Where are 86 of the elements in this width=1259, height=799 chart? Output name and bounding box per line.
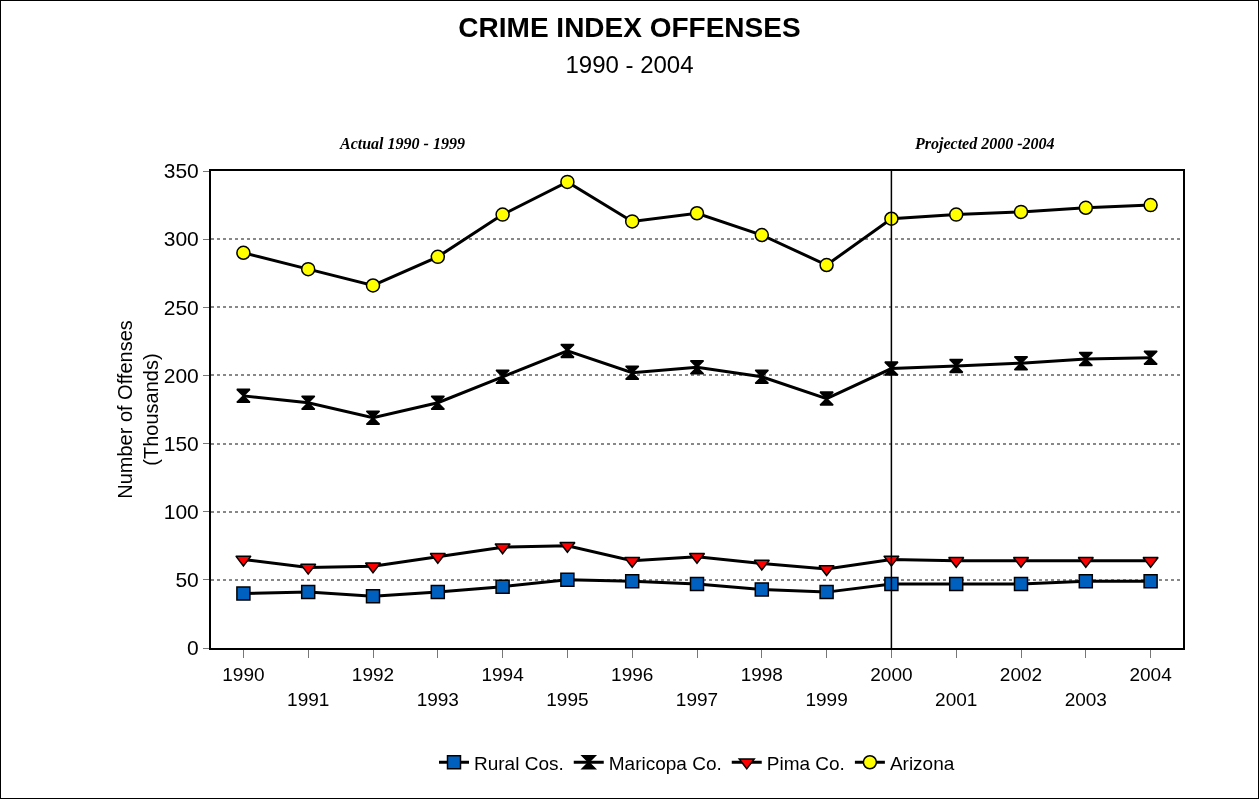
point [948, 207, 964, 222]
point [560, 343, 575, 359]
point [884, 361, 899, 376]
point [300, 261, 316, 277]
point [560, 174, 575, 190]
point [1013, 576, 1029, 592]
y-tick-label: 100 [163, 500, 199, 524]
x-tick-label: 1995 [546, 688, 589, 710]
y-tick-label: 200 [163, 363, 199, 387]
point [884, 211, 899, 226]
point [624, 365, 640, 380]
y-tick-label: 150 [163, 431, 199, 455]
point [300, 584, 316, 600]
chart-subtitle: 1990 - 2004 [565, 51, 694, 79]
text: Actual 1990 - 1999 [339, 135, 465, 152]
point [754, 582, 770, 597]
point [494, 543, 511, 555]
point [819, 257, 834, 273]
x-tick-label: 1998 [740, 663, 783, 685]
point [495, 579, 510, 594]
x-tick-label: 2002 [999, 663, 1043, 685]
text: Projected 2000 -2004 [914, 135, 1055, 153]
point [1013, 355, 1029, 371]
point [559, 541, 576, 554]
x-tick-label: 2000 [870, 663, 913, 685]
point [754, 227, 770, 243]
x-tick-label: 1997 [675, 688, 719, 710]
point [1143, 197, 1158, 213]
point [236, 388, 251, 404]
point [235, 555, 252, 567]
point [236, 586, 251, 601]
y-tick-label: 300 [163, 227, 199, 251]
point [689, 360, 705, 375]
point [1077, 556, 1095, 569]
point [1012, 556, 1030, 569]
legend-label: Arizona [889, 752, 955, 774]
y-tick-label: 50 [175, 568, 199, 592]
point [624, 573, 640, 589]
chart-title: CRIME INDEX OFFENSES [458, 11, 801, 43]
x-tick-label: 1993 [416, 688, 459, 710]
x-tick-label: 1992 [351, 663, 395, 685]
point [947, 556, 965, 569]
point [1143, 573, 1158, 589]
point [624, 214, 640, 229]
x-tick-label: 1991 [287, 688, 330, 710]
x-tick-label: 2004 [1129, 663, 1173, 685]
legend-label: Rural Cos. [474, 752, 564, 774]
point [365, 588, 381, 604]
point [948, 358, 964, 374]
point [1013, 204, 1029, 220]
point [819, 391, 834, 406]
legend-label: Maricopa Co. [608, 752, 722, 774]
point [884, 576, 899, 592]
point [430, 584, 446, 600]
legend-label: Pima Co. [766, 752, 845, 774]
x-tick-label: 1990 [222, 663, 265, 685]
point [819, 584, 834, 600]
x-tick-label: 2001 [935, 688, 978, 710]
point [495, 207, 510, 222]
point [1078, 200, 1094, 216]
point [430, 249, 446, 265]
point [560, 572, 575, 588]
point [818, 564, 835, 577]
point [495, 369, 510, 385]
y-tick-label: 350 [163, 159, 199, 183]
point [623, 556, 641, 569]
point [1143, 350, 1158, 365]
point [365, 278, 381, 293]
x-tick-label: 1994 [481, 663, 525, 685]
point [430, 395, 446, 410]
y-axis-title: Number of Offenses (Thousands) [113, 320, 162, 499]
y-tick-label: 0 [187, 636, 199, 660]
point [689, 576, 705, 592]
point [365, 410, 381, 425]
point [236, 245, 251, 261]
y-tick-label: 250 [163, 295, 199, 319]
x-tick-label: 1996 [611, 663, 654, 685]
x-tick-label: 2003 [1064, 688, 1107, 710]
point [1142, 556, 1159, 569]
point [754, 369, 770, 385]
point [1078, 573, 1094, 589]
point [300, 395, 316, 410]
point [948, 576, 964, 592]
x-tick-label: 1999 [805, 688, 848, 710]
point [1078, 351, 1094, 367]
point [689, 206, 705, 221]
